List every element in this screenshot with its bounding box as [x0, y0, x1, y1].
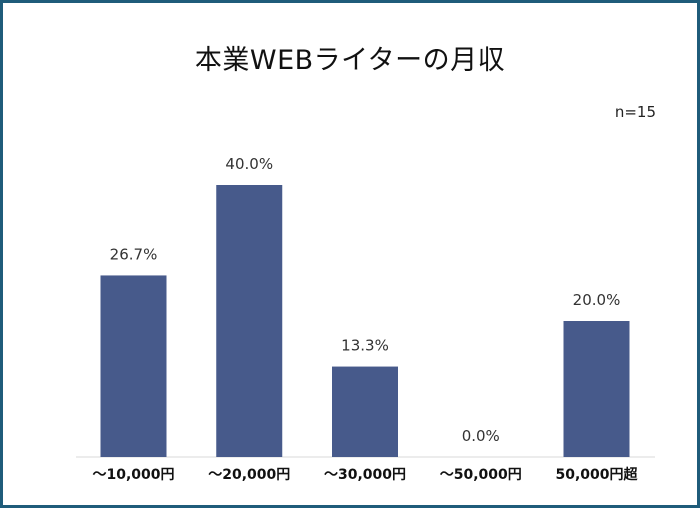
bar-5	[563, 321, 630, 457]
bar-3	[332, 366, 398, 457]
chart-title: 本業WEBライターの月収	[194, 45, 506, 76]
bar-1	[100, 275, 167, 457]
category-label-2: 〜20,000円	[208, 467, 290, 483]
data-label-5: 20.0%	[573, 291, 621, 309]
data-label-1: 26.7%	[110, 245, 158, 263]
category-label-3: 〜30,000円	[324, 467, 406, 483]
category-label-1: 〜10,000円	[92, 467, 174, 483]
category-label-5: 50,000円超	[555, 466, 638, 483]
category-label-4: 〜50,000円	[440, 467, 522, 483]
data-label-4: 0.0%	[462, 427, 500, 445]
bar-2	[216, 185, 283, 457]
sample-size-note: n=15	[614, 103, 656, 121]
data-label-3: 13.3%	[341, 337, 389, 355]
data-label-2: 40.0%	[225, 155, 273, 173]
